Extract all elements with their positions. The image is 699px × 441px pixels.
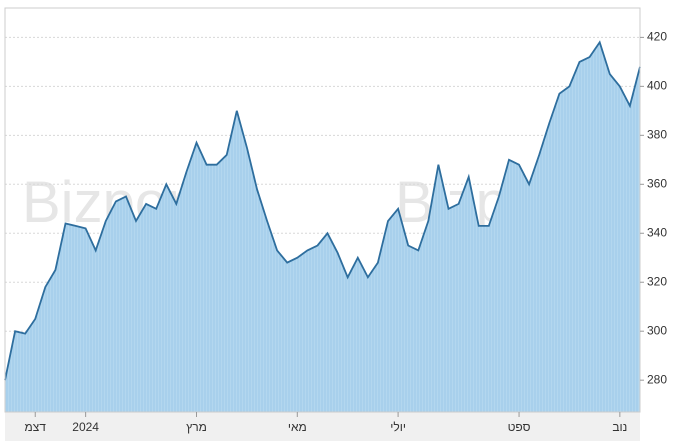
x-tick-label: ספט <box>508 420 531 434</box>
y-tick-label: 400 <box>647 79 667 93</box>
area <box>5 42 640 413</box>
y-tick-label: 420 <box>647 30 667 44</box>
y-tick-label: 280 <box>647 372 667 386</box>
y-tick-label: 300 <box>647 323 667 337</box>
plot-border <box>4 7 641 413</box>
x-tick-label: מאי <box>288 420 307 434</box>
x-tick-label: מרץ <box>186 420 207 434</box>
x-tick-label: 2024 <box>72 420 99 434</box>
x-tick-label: יולי <box>390 420 406 434</box>
y-tick-label: 320 <box>647 274 667 288</box>
y-tick-label: 380 <box>647 127 667 141</box>
y-tick-label: 340 <box>647 225 667 239</box>
x-axis-band <box>5 412 640 441</box>
line <box>4 40 641 381</box>
y-tick-label: 360 <box>647 176 667 190</box>
x-tick-label: נוב <box>612 420 627 434</box>
x-tick-label: דצמ <box>25 420 47 434</box>
